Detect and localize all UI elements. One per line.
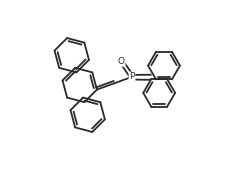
Text: O: O	[118, 57, 125, 66]
Text: P: P	[129, 72, 135, 81]
